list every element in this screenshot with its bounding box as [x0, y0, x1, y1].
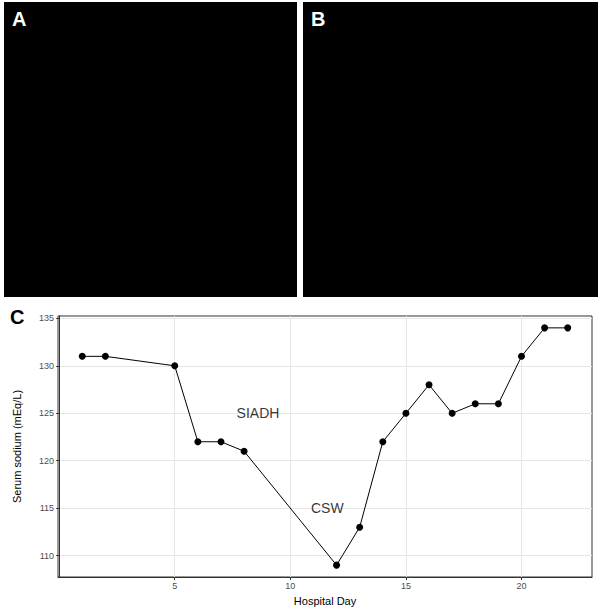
svg-text:135: 135	[39, 313, 54, 323]
svg-text:Hospital Day: Hospital Day	[294, 595, 357, 607]
svg-text:15: 15	[401, 581, 411, 591]
svg-text:130: 130	[39, 361, 54, 371]
svg-text:SIADH: SIADH	[237, 405, 280, 421]
html-text:A: A	[12, 8, 27, 30]
svg-text:120: 120	[39, 456, 54, 466]
svg-text:10: 10	[285, 581, 295, 591]
svg-text:110: 110	[40, 551, 54, 561]
svg-text:20: 20	[516, 581, 526, 591]
svg-text:5: 5	[172, 581, 177, 591]
svg-text:CSW: CSW	[311, 500, 344, 516]
svg-text:125: 125	[39, 408, 54, 418]
svg-text:Serum sodium (mEq/L): Serum sodium (mEq/L)	[11, 390, 23, 503]
svg-text:115: 115	[40, 503, 54, 513]
html-text:B: B	[311, 8, 326, 30]
html-text:C: C	[10, 306, 25, 328]
